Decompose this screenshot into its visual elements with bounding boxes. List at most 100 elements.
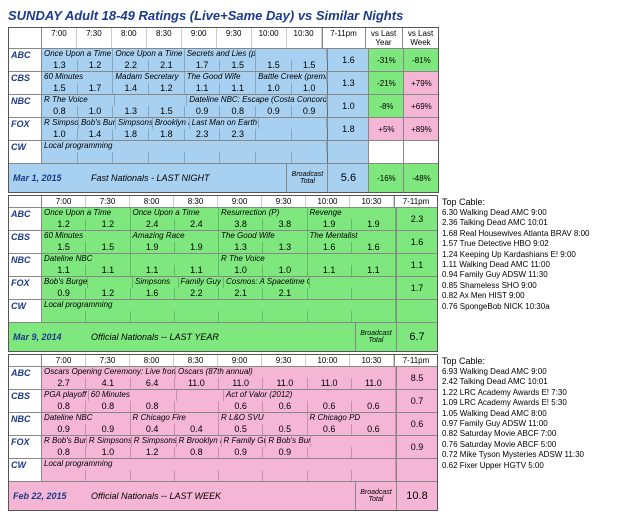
vs-value: -8%	[368, 95, 403, 117]
vs-value: -81%	[403, 49, 438, 71]
prime-value: 1.8	[327, 118, 368, 140]
prime-value: 0.6	[396, 413, 437, 435]
rating-value	[352, 470, 396, 481]
show-name: Revenge	[308, 208, 397, 219]
rating-value	[220, 152, 256, 163]
rating-value	[175, 470, 219, 481]
network-label: CW	[9, 459, 42, 481]
cable-item: 6.93 Walking Dead AMC 9:00	[442, 367, 612, 377]
show-name: R Chicago Fire	[131, 413, 220, 424]
show-name: Simpsons	[133, 277, 179, 288]
broadcast-label: Broadcast Total	[355, 482, 396, 510]
rating-value	[256, 129, 292, 140]
rating-value	[292, 129, 328, 140]
show-name: Family Guy	[179, 277, 225, 288]
rating-value: 2.4	[131, 219, 175, 230]
rating-value: 11.0	[219, 378, 263, 389]
show-name	[311, 436, 396, 447]
show-name: R Bob's Burg	[42, 436, 87, 447]
rating-value: 0.8	[220, 106, 256, 117]
show-name: Local programming	[42, 300, 396, 311]
cable-item: 0.82 Saturday Movie ABCF 7:00	[442, 429, 612, 439]
rating-value: 0.6	[352, 401, 396, 412]
time-slot: 7:00	[42, 196, 86, 207]
panel-label: Fast Nationals - LAST NIGHT	[87, 164, 286, 192]
cable-item: 0.82 Ax Men HIST 9:00	[442, 291, 612, 301]
rating-value: 0.9	[86, 424, 130, 435]
rating-value	[42, 470, 86, 481]
cable-item: 1.57 True Detective HBO 9:02	[442, 239, 612, 249]
rating-value: 1.1	[131, 265, 175, 276]
cable-header: Top Cable:	[442, 356, 612, 366]
rating-value	[263, 470, 307, 481]
rating-value: 0.8	[175, 447, 219, 458]
rating-value: 2.1	[219, 288, 263, 299]
prime-value: 1.6	[396, 231, 437, 253]
show-name: Brooklyn Nin	[153, 118, 190, 129]
show-name: R Bob's Burg	[266, 436, 311, 447]
time-slot: 7:30	[77, 28, 112, 48]
rating-value: 2.7	[42, 378, 86, 389]
cable-item: 1.11 Walking Dead AMC 11:00	[442, 260, 612, 270]
show-name: The Good Wife	[185, 72, 256, 83]
show-name: Once Upon a Time	[113, 49, 184, 60]
rating-value	[185, 152, 221, 163]
show-name: R L&O SVU	[219, 413, 308, 424]
broadcast-label: Broadcast Total	[286, 164, 327, 192]
rating-value: 1.8	[113, 129, 149, 140]
show-name: 60 Minutes	[42, 72, 113, 83]
rating-value: 11.0	[263, 378, 307, 389]
time-slot: 7:30	[86, 196, 130, 207]
vs-total: -48%	[403, 164, 438, 192]
cable-item: 0.85 Shameless SHO 9:00	[442, 281, 612, 291]
time-slot: 8:30	[147, 28, 182, 48]
rating-value	[308, 311, 352, 322]
rating-value	[308, 288, 352, 299]
show-name: Bob's Burge	[42, 277, 88, 288]
time-slot: 10:30	[350, 355, 394, 366]
show-name: R Simpsons	[42, 118, 79, 129]
prime-value	[327, 141, 368, 163]
show-name: Dateline NBC: Escape (Costa Concordia	[187, 95, 327, 106]
rating-value: 0.4	[131, 424, 175, 435]
rating-value: 1.6	[308, 242, 352, 253]
broadcast-total: 5.6	[327, 164, 368, 192]
vs-value: +79%	[403, 72, 438, 94]
rating-value: 1.5	[42, 242, 86, 253]
network-label: NBC	[9, 254, 42, 276]
rating-value: 1.3	[263, 242, 307, 253]
show-name	[256, 49, 327, 60]
show-name: 60 Minutes	[89, 390, 178, 401]
rating-value	[149, 152, 185, 163]
prime-value: 1.1	[396, 254, 437, 276]
prime-label: 7-11pm	[394, 196, 437, 207]
prime-value: 1.6	[327, 49, 368, 71]
show-name	[308, 254, 397, 265]
show-name: Local programming	[42, 459, 396, 470]
rating-value: 1.1	[220, 83, 256, 94]
rating-value	[219, 470, 263, 481]
rating-value: 0.9	[292, 106, 328, 117]
time-slot: 9:30	[262, 355, 306, 366]
panel-date: Mar 9, 2014	[9, 323, 87, 351]
rating-value: 0.8	[86, 401, 130, 412]
rating-value: 1.9	[308, 219, 352, 230]
show-name: Oscars (87th annual)	[176, 367, 396, 378]
rating-value: 1.0	[292, 83, 328, 94]
rating-value	[131, 470, 175, 481]
show-name: The Good Wife	[219, 231, 308, 242]
rating-value	[308, 470, 352, 481]
rating-value: 1.2	[86, 288, 130, 299]
rating-value: 1.0	[256, 83, 292, 94]
rating-value	[352, 447, 396, 458]
rating-value	[175, 401, 219, 412]
rating-value: 1.0	[219, 265, 263, 276]
rating-value: 1.2	[78, 60, 114, 71]
rating-value: 1.1	[308, 265, 352, 276]
vs-value: -21%	[368, 72, 403, 94]
network-label: NBC	[9, 413, 42, 435]
rating-value	[352, 288, 396, 299]
prime-value	[396, 459, 437, 481]
show-name	[310, 277, 396, 288]
show-name: Cosmos: A Spacetime Od	[224, 277, 310, 288]
